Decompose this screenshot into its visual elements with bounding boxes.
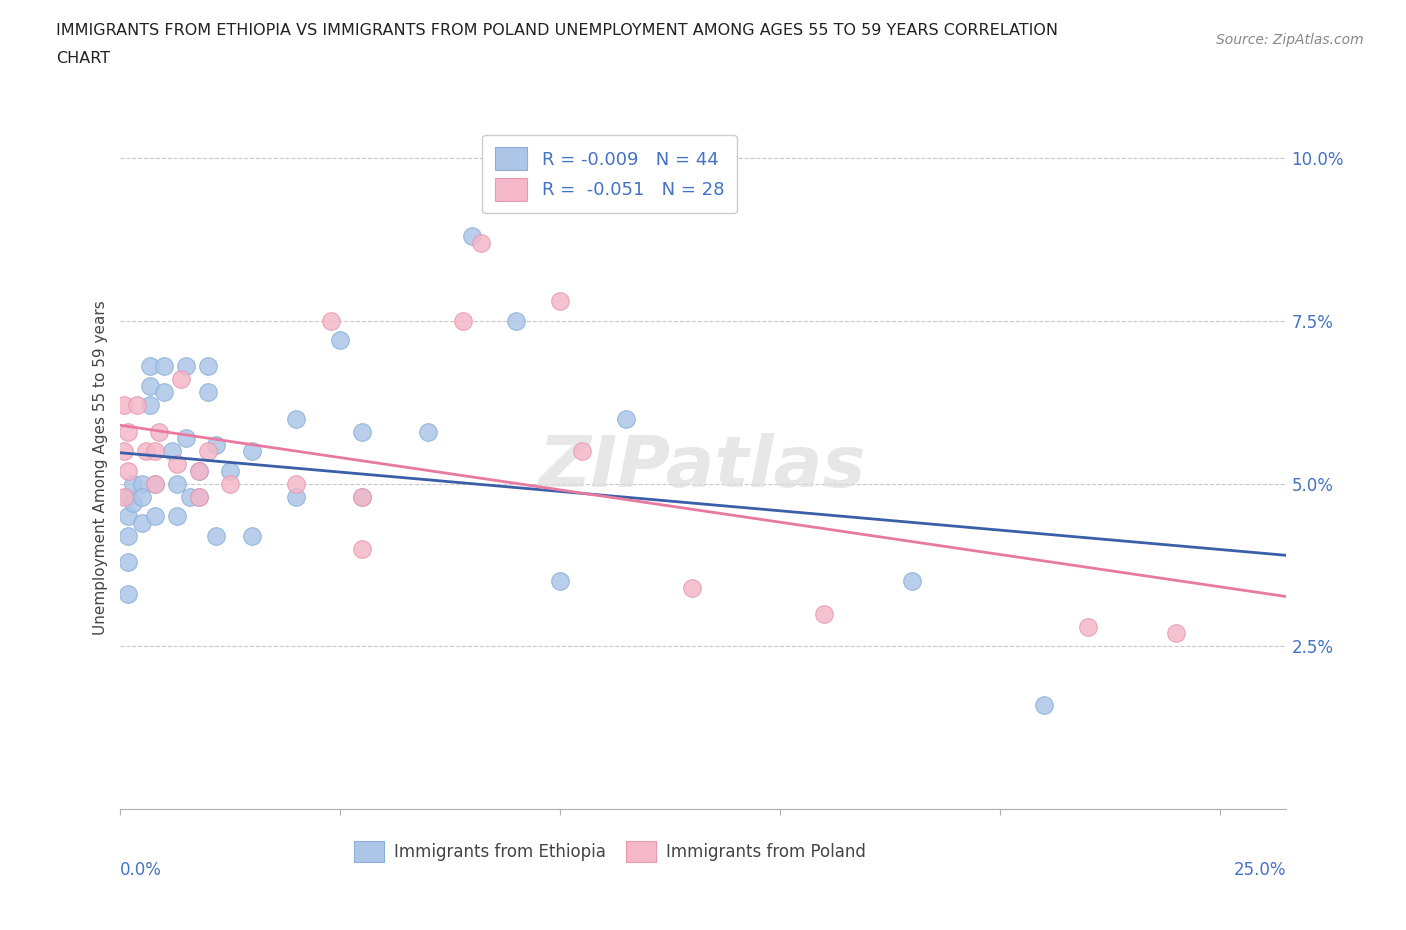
Point	[143, 509, 166, 524]
Point	[1166, 626, 1188, 641]
Point	[329, 333, 352, 348]
Text: ZIPatlas: ZIPatlas	[540, 432, 866, 502]
Point	[117, 424, 139, 439]
Point	[112, 398, 135, 413]
Point	[319, 313, 342, 328]
Point	[143, 444, 166, 458]
Point	[139, 379, 162, 393]
Point	[174, 359, 197, 374]
Point	[416, 424, 439, 439]
Point	[461, 229, 484, 244]
Point	[166, 509, 188, 524]
Point	[170, 372, 193, 387]
Point	[187, 489, 209, 504]
Point	[350, 541, 373, 556]
Point	[166, 476, 188, 491]
Point	[470, 235, 492, 250]
Point	[143, 476, 166, 491]
Point	[121, 496, 143, 511]
Text: IMMIGRANTS FROM ETHIOPIA VS IMMIGRANTS FROM POLAND UNEMPLOYMENT AMONG AGES 55 TO: IMMIGRANTS FROM ETHIOPIA VS IMMIGRANTS F…	[56, 23, 1059, 38]
Point	[131, 515, 153, 530]
Point	[135, 444, 157, 458]
Point	[284, 411, 307, 426]
Point	[152, 385, 174, 400]
Point	[139, 359, 162, 374]
Text: Source: ZipAtlas.com: Source: ZipAtlas.com	[1216, 33, 1364, 46]
Point	[162, 444, 184, 458]
Point	[117, 528, 139, 543]
Point	[131, 489, 153, 504]
Point	[117, 554, 139, 569]
Point	[901, 574, 924, 589]
Point	[197, 385, 219, 400]
Point	[205, 528, 228, 543]
Point	[240, 444, 263, 458]
Point	[117, 509, 139, 524]
Point	[205, 437, 228, 452]
Point	[240, 528, 263, 543]
Point	[117, 463, 139, 478]
Point	[131, 476, 153, 491]
Point	[127, 398, 149, 413]
Point	[284, 489, 307, 504]
Point	[174, 431, 197, 445]
Legend: Immigrants from Ethiopia, Immigrants from Poland: Immigrants from Ethiopia, Immigrants fro…	[347, 834, 872, 870]
Point	[1077, 619, 1099, 634]
Point	[813, 606, 835, 621]
Point	[350, 489, 373, 504]
Point	[187, 463, 209, 478]
Point	[148, 424, 170, 439]
Point	[218, 476, 240, 491]
Point	[218, 463, 240, 478]
Point	[166, 457, 188, 472]
Point	[179, 489, 201, 504]
Point	[121, 476, 143, 491]
Point	[187, 489, 209, 504]
Text: 0.0%: 0.0%	[120, 860, 162, 879]
Point	[350, 489, 373, 504]
Point	[350, 424, 373, 439]
Point	[614, 411, 637, 426]
Y-axis label: Unemployment Among Ages 55 to 59 years: Unemployment Among Ages 55 to 59 years	[93, 300, 108, 634]
Point	[505, 313, 527, 328]
Point	[117, 587, 139, 602]
Point	[187, 463, 209, 478]
Point	[1033, 698, 1056, 712]
Point	[143, 476, 166, 491]
Text: CHART: CHART	[56, 51, 110, 66]
Point	[197, 444, 219, 458]
Point	[681, 580, 703, 595]
Point	[571, 444, 593, 458]
Point	[451, 313, 474, 328]
Point	[284, 476, 307, 491]
Point	[548, 294, 571, 309]
Text: 25.0%: 25.0%	[1234, 860, 1286, 879]
Point	[117, 489, 139, 504]
Point	[197, 359, 219, 374]
Point	[112, 444, 135, 458]
Point	[548, 574, 571, 589]
Point	[152, 359, 174, 374]
Point	[139, 398, 162, 413]
Point	[112, 489, 135, 504]
